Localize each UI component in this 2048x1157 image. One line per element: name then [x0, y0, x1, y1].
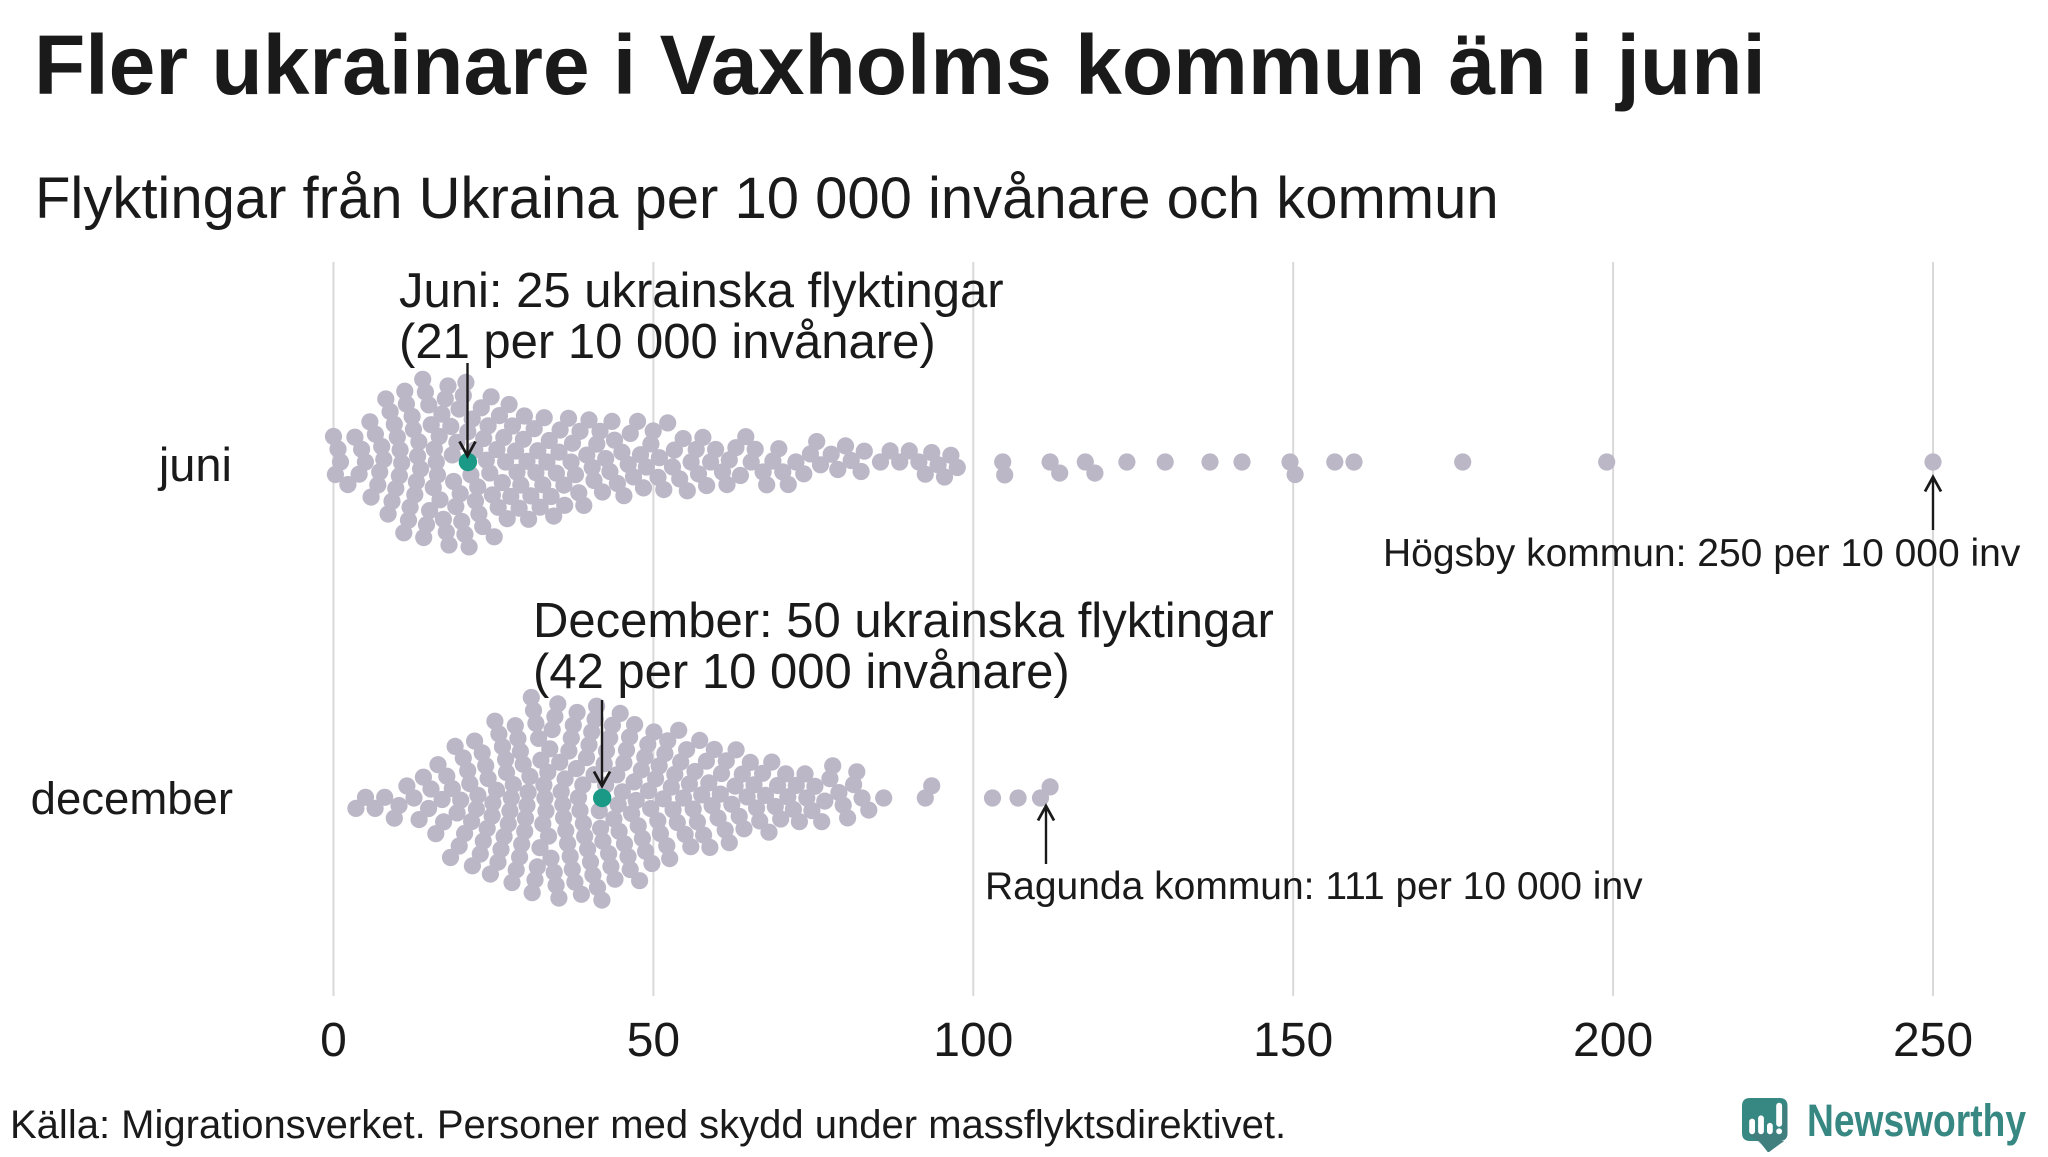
svg-text:250: 250 [1893, 1014, 1973, 1067]
svg-text:Källa: Migrationsverket. Perso: Källa: Migrationsverket. Personer med sk… [10, 1103, 1286, 1147]
svg-text:Ragunda kommun: 111 per 10 000: Ragunda kommun: 111 per 10 000 inv [985, 865, 1643, 908]
svg-text:100: 100 [933, 1014, 1013, 1067]
svg-text:December: 50 ukrainska flyktin: December: 50 ukrainska flyktingar [533, 594, 1274, 648]
svg-text:0: 0 [320, 1014, 347, 1067]
svg-text:Newsworthy: Newsworthy [1807, 1095, 2026, 1146]
svg-text:150: 150 [1253, 1014, 1333, 1067]
svg-text:Fler ukrainare i Vaxholms komm: Fler ukrainare i Vaxholms kommun än i ju… [34, 18, 1766, 112]
svg-text:(21 per 10 000 invånare): (21 per 10 000 invånare) [399, 315, 936, 369]
svg-text:juni: juni [157, 438, 232, 491]
svg-text:Juni: 25 ukrainska flyktingar: Juni: 25 ukrainska flyktingar [399, 264, 1004, 318]
svg-text:50: 50 [627, 1014, 680, 1067]
svg-text:Flyktingar från Ukraina per 10: Flyktingar från Ukraina per 10 000 invån… [35, 166, 1499, 231]
svg-text:december: december [31, 773, 233, 824]
svg-text:(42 per 10 000 invånare): (42 per 10 000 invånare) [533, 645, 1070, 699]
svg-text:Högsby kommun: 250 per 10 000: Högsby kommun: 250 per 10 000 inv [1383, 532, 2021, 575]
svg-text:200: 200 [1573, 1014, 1653, 1067]
